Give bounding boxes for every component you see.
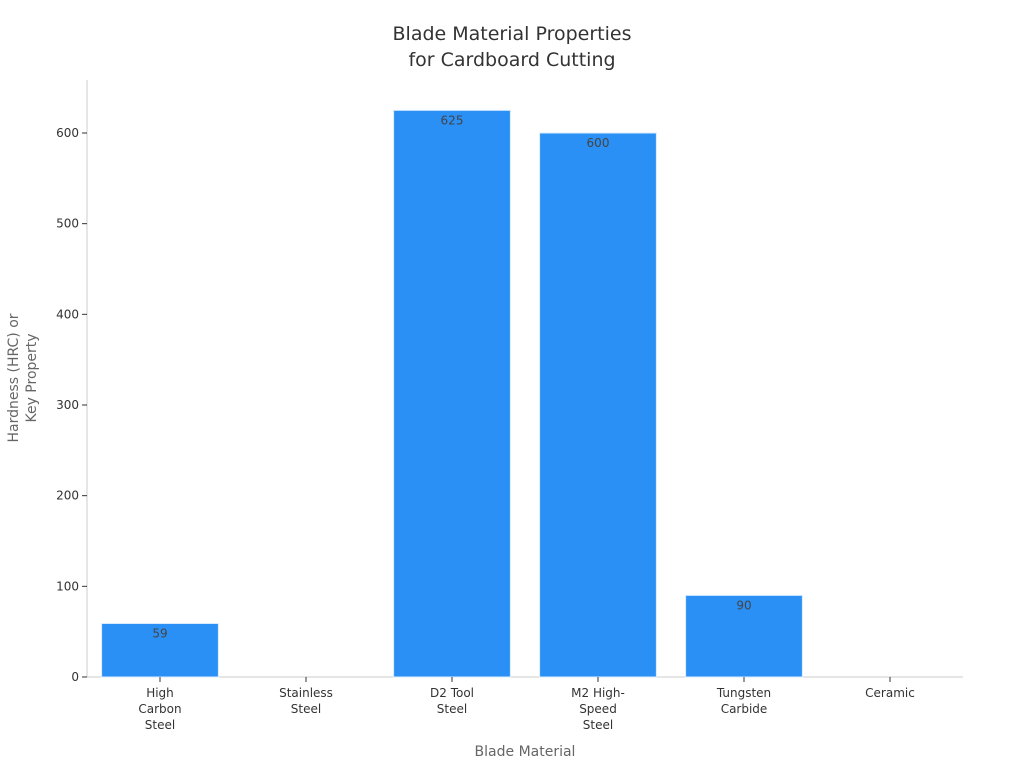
- x-tick-label: Tungsten Carbide: [716, 686, 771, 716]
- y-tick-label: 100: [56, 579, 79, 593]
- y-tick-label: 200: [56, 489, 79, 503]
- x-tick-label-line: D2 Tool: [430, 686, 474, 700]
- y-axis-title-line-2: Key Property: [24, 333, 40, 422]
- bar: [539, 132, 657, 678]
- bars-group: 59 625 600 90: [101, 109, 803, 678]
- chart-title-line-1: Blade Material Properties: [393, 23, 632, 45]
- x-tick-label-line: Carbide: [721, 702, 768, 716]
- x-tick-label-line: High: [146, 686, 174, 700]
- x-tick-label-line: Steel: [437, 702, 467, 716]
- x-axis-title: Blade Material: [475, 744, 576, 760]
- x-tick-label: Ceramic: [865, 686, 915, 700]
- y-tick-label: 0: [71, 670, 79, 684]
- y-tick-label: 300: [56, 398, 79, 412]
- bar: [101, 623, 219, 678]
- bar: [393, 109, 511, 678]
- y-axis-title-line-1: Hardness (HRC) or: [6, 313, 22, 442]
- x-tick-label-line: M2 High-: [571, 686, 625, 700]
- y-tick-label: 600: [56, 126, 79, 140]
- x-tick-label-line: Ceramic: [865, 686, 915, 700]
- x-tick-label: D2 Tool Steel: [430, 686, 474, 716]
- y-tick-label: 500: [56, 217, 79, 231]
- x-tick-label-line: Carbon: [138, 702, 181, 716]
- bar-value-label: 90: [736, 598, 751, 612]
- bar-value-label: 625: [441, 113, 464, 127]
- y-tick-label: 400: [56, 307, 79, 321]
- bar-value-label: 59: [152, 627, 167, 641]
- x-tick-label-line: Stainless: [279, 686, 333, 700]
- x-tick-label-line: Steel: [291, 702, 321, 716]
- x-tick-label-line: Steel: [583, 718, 613, 732]
- x-tick-label-line: Speed: [579, 702, 617, 716]
- x-tick-label: M2 High- Speed Steel: [571, 686, 625, 732]
- y-axis-title: Hardness (HRC) or Key Property: [6, 313, 40, 442]
- x-tick-label: Stainless Steel: [279, 686, 333, 716]
- x-tick-label: High Carbon Steel: [138, 686, 181, 732]
- x-axis-ticks: High Carbon Steel Stainless Steel D2 Tool Stee…: [138, 677, 915, 732]
- x-tick-label-line: Steel: [145, 718, 175, 732]
- bar-value-label: 600: [587, 136, 610, 150]
- chart-title-line-2: for Cardboard Cutting: [408, 49, 615, 71]
- y-axis-ticks: 0 100 200 300 400 500 600: [56, 126, 87, 684]
- x-tick-label-line: Tungsten: [716, 686, 771, 700]
